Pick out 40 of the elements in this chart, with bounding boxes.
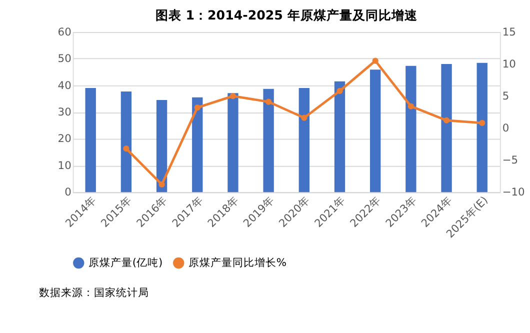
source-note: 数据来源：国家统计局 (38, 286, 149, 299)
point (408, 103, 414, 110)
bar (228, 93, 238, 192)
y2-tick-label: 5 (502, 89, 510, 102)
bar (441, 64, 452, 192)
point (123, 146, 130, 152)
chart-title: 图表 1：2014-2025 年原煤产量及同比增速 (155, 7, 418, 22)
bar (263, 88, 274, 192)
y2-tick-label: 0 (502, 121, 510, 134)
point (265, 98, 272, 105)
legend-label: 原煤产量同比增长% (188, 256, 286, 269)
y2-tick-label: −10 (502, 186, 526, 199)
y-tick-label: 40 (58, 78, 72, 92)
bar (156, 100, 168, 192)
bar (406, 66, 416, 192)
y-tick-label: 30 (58, 105, 72, 118)
bar (298, 88, 310, 192)
y-tick-label: 0 (64, 186, 72, 199)
bar (334, 81, 346, 192)
point (479, 120, 486, 126)
point (158, 181, 165, 188)
bar (476, 62, 488, 192)
y2-tick-label: −5 (502, 154, 518, 166)
y2-tick-label: 10 (502, 57, 516, 70)
legend-label: 原煤产量(亿吨) (88, 256, 163, 269)
point (372, 58, 378, 64)
bar (370, 70, 381, 192)
point (194, 104, 200, 111)
point (230, 92, 236, 100)
bar (85, 88, 96, 192)
y2-tick-label: 15 (502, 25, 516, 38)
point (336, 88, 343, 94)
point (301, 114, 308, 121)
bar (192, 97, 203, 192)
y-tick-label: 20 (58, 132, 72, 146)
bar (120, 92, 132, 192)
y-tick-label: 60 (58, 25, 72, 38)
y-tick-label: 50 (58, 52, 72, 66)
y-tick-label: 10 (58, 158, 72, 172)
point (443, 117, 450, 124)
